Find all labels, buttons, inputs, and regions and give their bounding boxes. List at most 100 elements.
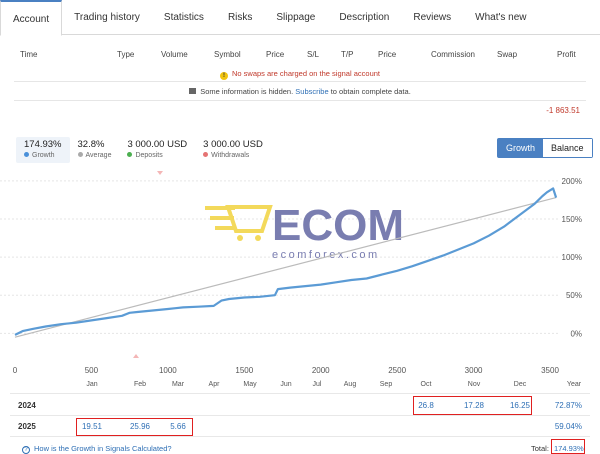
tab-trading-history[interactable]: Trading history bbox=[74, 12, 140, 23]
stat-deposits[interactable]: 3 000.00 USD Deposits bbox=[119, 137, 195, 163]
warning-icon: ! bbox=[219, 72, 228, 80]
stat-growth[interactable]: 174.93% Growth bbox=[16, 137, 70, 163]
x-tick-label: 500 bbox=[85, 366, 99, 375]
col-symbol[interactable]: Symbol bbox=[214, 50, 241, 59]
swap-notice: ! No swaps are charged on the signal acco… bbox=[0, 69, 600, 80]
hidden-info-suffix: to obtain complete data. bbox=[330, 87, 411, 96]
stat-average-label: Average bbox=[85, 152, 112, 159]
y-tick-label: 100% bbox=[562, 253, 582, 262]
total-value: 174.93% bbox=[554, 444, 584, 453]
month-label: Jun bbox=[280, 381, 292, 388]
x-tick-label: 2000 bbox=[312, 366, 330, 375]
lock-icon bbox=[189, 88, 197, 94]
tab-account[interactable]: Account bbox=[0, 0, 63, 36]
x-tick-label: 1000 bbox=[159, 366, 177, 375]
col-type[interactable]: Type bbox=[117, 50, 135, 59]
month-label: May bbox=[243, 381, 257, 388]
withdrawals-dot-icon bbox=[203, 152, 209, 157]
hidden-info-note: Some information is hidden. Subscribe to… bbox=[0, 87, 600, 96]
stat-growth-label: Growth bbox=[32, 152, 55, 159]
month-label: Nov bbox=[467, 381, 481, 388]
x-tick-label: 3500 bbox=[541, 366, 559, 375]
chart-series bbox=[14, 187, 558, 338]
stat-growth-value: 174.93% bbox=[24, 139, 62, 150]
tab-risks[interactable]: Risks bbox=[227, 12, 253, 23]
month-label: Year bbox=[566, 381, 582, 388]
year-label: 2024 bbox=[18, 401, 36, 410]
month-growth-value: 19.51 bbox=[81, 422, 103, 431]
question-icon: ? bbox=[22, 446, 30, 454]
month-label: Oct bbox=[420, 381, 432, 388]
month-growth-value: 17.28 bbox=[463, 401, 485, 410]
stat-deposits-label: Deposits bbox=[135, 152, 163, 159]
deposits-dot-icon bbox=[127, 152, 133, 157]
watermark-bar bbox=[210, 216, 234, 220]
y-tick-label: 50% bbox=[566, 291, 582, 300]
subscribe-link[interactable]: Subscribe bbox=[295, 87, 329, 96]
total-profit: -1 863.51 bbox=[546, 106, 580, 115]
month-label: Apr bbox=[208, 381, 220, 388]
deposit-marker-icon bbox=[157, 171, 163, 175]
col-price[interactable]: Price bbox=[266, 50, 285, 59]
growth-help-text: How is the Growth in Signals Calculated? bbox=[34, 444, 172, 453]
year-total-value: 59.04% bbox=[554, 422, 582, 431]
watermark-site-text: ecomforex.com bbox=[272, 249, 380, 261]
divider bbox=[10, 415, 590, 416]
month-growth-value: 26.8 bbox=[418, 401, 434, 410]
col-volume[interactable]: Volume bbox=[161, 50, 188, 59]
divider bbox=[14, 81, 586, 82]
x-tick-label: 1500 bbox=[235, 366, 253, 375]
hidden-info-prefix: Some information is hidden. bbox=[200, 87, 294, 96]
tab-bar: Account Trading history Statistics Risks… bbox=[0, 0, 600, 36]
stat-average[interactable]: 32.8% Average bbox=[70, 137, 120, 163]
tab-statistics[interactable]: Statistics bbox=[163, 12, 204, 23]
col-sl[interactable]: S/L bbox=[307, 50, 320, 59]
history-table-header: Time Type Volume Symbol Price S/L T/P Pr… bbox=[0, 50, 600, 62]
month-label: Mar bbox=[171, 381, 185, 388]
highlight-box-2025 bbox=[76, 418, 193, 436]
divider bbox=[10, 393, 590, 394]
stat-deposits-value: 3 000.00 USD bbox=[127, 139, 188, 150]
highlight-box-2024 bbox=[413, 396, 532, 415]
month-label: Aug bbox=[343, 381, 357, 388]
col-close-price[interactable]: Price bbox=[378, 50, 397, 59]
swap-notice-text: No swaps are charged on the signal accou… bbox=[231, 69, 380, 78]
withdrawal-marker-icon bbox=[133, 354, 139, 358]
growth-help-link[interactable]: ? How is the Growth in Signals Calculated… bbox=[22, 444, 172, 454]
tab-reviews[interactable]: Reviews bbox=[413, 12, 452, 23]
stat-withdrawals-value: 3 000.00 USD bbox=[203, 139, 263, 150]
x-tick-label: 2500 bbox=[388, 366, 406, 375]
col-swap[interactable]: Swap bbox=[497, 50, 518, 59]
stat-average-value: 32.8% bbox=[77, 139, 105, 150]
divider bbox=[14, 100, 586, 101]
chart-mode-toggle: Growth Balance bbox=[497, 138, 593, 158]
growth-dot-icon bbox=[24, 152, 29, 157]
month-growth-value: 5.66 bbox=[170, 422, 186, 431]
tab-whats-new[interactable]: What's new bbox=[475, 12, 527, 23]
year-label: 2025 bbox=[18, 422, 36, 431]
watermark-logo-text: ECOM bbox=[272, 201, 404, 250]
x-tick-label: 0 bbox=[13, 366, 18, 375]
col-time[interactable]: Time bbox=[20, 50, 38, 59]
month-growth-value: 16.25 bbox=[509, 401, 531, 410]
divider bbox=[10, 436, 590, 437]
month-label: Feb bbox=[133, 381, 147, 388]
tab-description[interactable]: Description bbox=[339, 12, 390, 23]
col-tp[interactable]: T/P bbox=[341, 50, 354, 59]
watermark-cart-icon bbox=[225, 205, 273, 233]
stats-bar: 174.93% Growth 32.8% Average 3 000.00 US… bbox=[16, 137, 271, 163]
balance-toggle-button[interactable]: Balance bbox=[543, 139, 592, 157]
year-total-value: 72.87% bbox=[554, 401, 582, 410]
col-commission[interactable]: Commission bbox=[431, 50, 476, 59]
stat-withdrawals[interactable]: 3 000.00 USD Withdrawals bbox=[195, 137, 271, 163]
y-tick-label: 0% bbox=[570, 329, 582, 338]
tab-slippage[interactable]: Slippage bbox=[276, 12, 316, 23]
month-growth-value: 25.96 bbox=[129, 422, 151, 431]
chart-ticks: 0% 50% 100% 150% 200% 0 500 1000 1500 2000 2500 300… bbox=[13, 177, 582, 375]
average-dot-icon bbox=[77, 152, 83, 157]
average-line bbox=[14, 197, 557, 338]
growth-toggle-button[interactable]: Growth bbox=[498, 139, 544, 157]
col-profit[interactable]: Profit bbox=[557, 50, 576, 59]
stat-withdrawals-label: Withdrawals bbox=[211, 152, 250, 159]
x-tick-label: 3000 bbox=[465, 366, 483, 375]
